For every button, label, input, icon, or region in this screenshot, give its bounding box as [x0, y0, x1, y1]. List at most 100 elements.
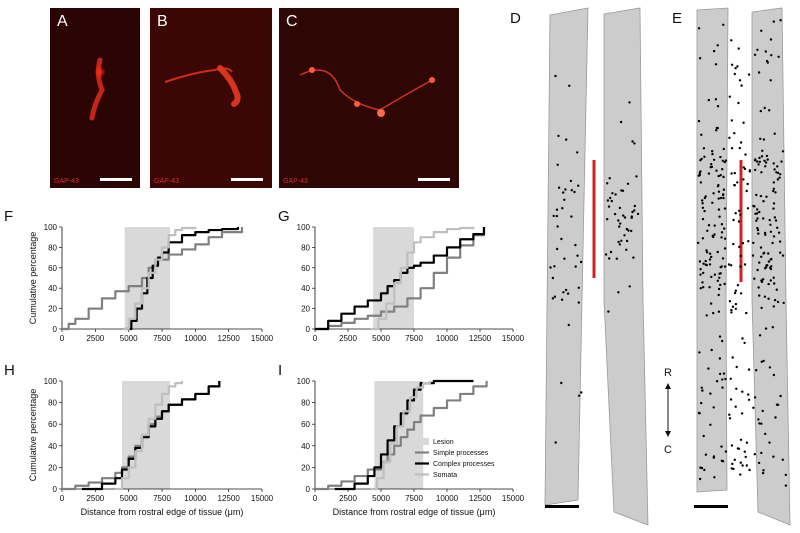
cell-dot	[772, 235, 776, 238]
cell-dot	[723, 247, 727, 250]
tissue-strip-e-left	[696, 7, 729, 493]
cell-dot	[719, 283, 722, 287]
cell-dot	[774, 416, 777, 419]
cell-dot	[744, 455, 747, 459]
x-tick-label: 5000	[120, 334, 138, 343]
cell-dot	[780, 160, 783, 163]
cell-dot	[716, 279, 719, 282]
cell-dot	[729, 377, 732, 380]
cell-dot	[711, 150, 714, 153]
cell-dot	[755, 193, 758, 197]
cell-dot	[767, 252, 770, 255]
cell-dot	[730, 147, 734, 150]
cell-dot	[718, 357, 722, 360]
cell-dot	[701, 217, 705, 221]
cell-dot	[772, 305, 775, 308]
cell-dot	[562, 191, 565, 194]
cell-dot	[570, 215, 573, 218]
cell-dot	[768, 218, 771, 222]
cell-dot	[697, 174, 700, 177]
cell-dot	[700, 133, 703, 136]
y-tick-label: 80	[48, 399, 57, 408]
cell-dot	[728, 300, 732, 303]
cell-dot	[763, 231, 767, 235]
cell-dot	[703, 468, 706, 472]
cell-dot	[779, 394, 782, 398]
cell-dot	[756, 228, 760, 232]
cell-dot	[609, 250, 613, 254]
cell-dot	[732, 242, 735, 246]
cell-dot	[716, 126, 719, 130]
cell-dot	[760, 280, 764, 284]
x-tick-label: 0	[313, 494, 318, 503]
cell-dot	[741, 390, 744, 393]
cell-dot	[715, 380, 719, 383]
cell-dot	[735, 365, 738, 369]
cell-dot	[699, 273, 702, 276]
cell-dot	[728, 136, 731, 139]
cell-dot	[720, 445, 723, 448]
legend-label-lesion: Lesion	[433, 439, 454, 446]
legend-label-complex: Complex processes	[433, 461, 495, 468]
cell-dot	[730, 264, 733, 267]
cell-dot	[741, 337, 744, 340]
cell-dot	[720, 265, 723, 268]
simple-series-line	[315, 381, 488, 491]
cell-dot	[631, 210, 634, 214]
cell-dot	[742, 121, 745, 124]
cell-dot	[745, 441, 749, 444]
cell-dot	[561, 207, 564, 210]
cell-dot	[762, 359, 765, 363]
x-tick-label: 5000	[372, 494, 390, 503]
cell-dot	[705, 251, 709, 254]
cell-dot	[773, 216, 777, 219]
y-tick-label: 100	[297, 377, 311, 386]
cell-dot	[721, 460, 725, 463]
x-tick-label: 10000	[436, 334, 459, 343]
y-tick-label: 100	[44, 377, 58, 386]
panel-letter-i: I	[278, 362, 282, 379]
cell-dot	[772, 276, 775, 279]
x-tick-label: 12500	[218, 334, 241, 343]
x-tick-label: 7500	[153, 494, 171, 503]
cell-dot	[698, 171, 701, 175]
cell-dot	[727, 263, 731, 266]
cell-dot	[743, 450, 746, 453]
y-axis-label: Cumulative percentage	[28, 389, 38, 482]
cell-dot	[784, 484, 788, 487]
cell-dot	[631, 140, 634, 143]
cell-dot	[721, 257, 725, 260]
cell-dot	[708, 252, 712, 255]
cell-dot	[722, 147, 725, 151]
cell-dot	[696, 241, 700, 245]
y-tick-label: 100	[44, 223, 58, 232]
cell-dot	[627, 229, 630, 232]
cell-dot	[747, 368, 751, 371]
cell-dot	[739, 461, 742, 464]
cell-dot	[734, 405, 737, 408]
cell-dot	[769, 38, 773, 41]
cell-dot	[722, 193, 725, 196]
cell-dot	[782, 301, 785, 305]
chart-g: 0 2500 5000 7500 10000 12500 15000 0 20 40 60 80 100	[297, 223, 525, 343]
micrograph-b: B GAP-43	[150, 8, 272, 188]
cell-dot	[722, 188, 726, 191]
x-tick-label: 12500	[469, 494, 492, 503]
micrograph-b-stain-label: GAP-43	[154, 178, 179, 185]
cell-dot	[625, 239, 629, 243]
cell-dot	[573, 190, 576, 194]
cell-dot	[718, 372, 722, 376]
cell-dot	[733, 132, 736, 135]
cell-dot	[781, 150, 785, 153]
cell-dot	[729, 398, 733, 401]
cell-dot	[738, 245, 741, 249]
cell-dot	[574, 243, 577, 247]
cell-dot	[553, 295, 557, 298]
cell-dot	[753, 53, 757, 56]
x-tick-label: 10000	[184, 494, 207, 503]
cell-dot	[755, 219, 758, 222]
cell-dot	[702, 286, 705, 289]
cell-dot	[721, 378, 724, 381]
cell-dot	[739, 213, 742, 216]
cell-dot	[752, 241, 755, 245]
